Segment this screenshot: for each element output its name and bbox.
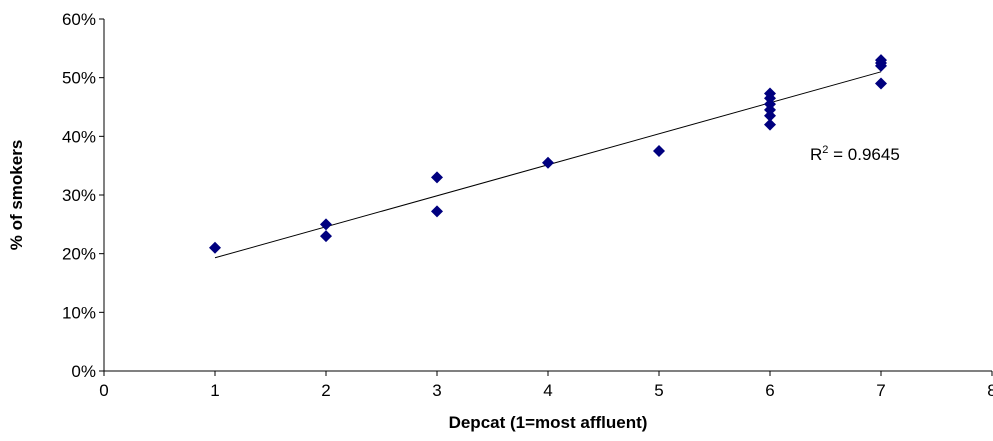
data-point [653, 145, 665, 157]
y-tick-label: 50% [62, 69, 96, 88]
data-point [875, 77, 887, 90]
x-tick-label: 3 [432, 381, 441, 400]
data-point [431, 171, 443, 184]
x-tick-label: 6 [765, 381, 774, 400]
y-tick-label: 30% [62, 186, 96, 205]
data-point [320, 230, 332, 243]
x-tick-label: 4 [543, 381, 552, 400]
y-tick-label: 60% [62, 10, 96, 29]
x-tick-label: 2 [321, 381, 330, 400]
x-tick-label: 1 [210, 381, 219, 400]
x-tick-label: 0 [99, 381, 108, 400]
data-point [542, 156, 554, 169]
y-tick-label: 0% [71, 362, 96, 381]
y-tick-label: 10% [62, 303, 96, 322]
data-point [431, 205, 443, 218]
r-squared-annotation: R2 = 0.9645 [810, 144, 900, 164]
y-axis-ticks: 0% 10% 20% 30% 40% 50% 60% [62, 10, 104, 381]
x-axis-ticks: 0 1 2 3 4 5 6 7 8 [99, 371, 993, 400]
x-tick-label: 7 [876, 381, 885, 400]
plot-frame [103, 19, 992, 372]
y-tick-label: 20% [62, 245, 96, 264]
data-point [764, 109, 776, 122]
x-tick-label: 5 [654, 381, 663, 400]
data-points [209, 54, 887, 254]
data-point [875, 59, 887, 72]
data-point [209, 241, 221, 254]
y-axis-title: % of smokers [7, 140, 26, 251]
x-tick-label: 8 [987, 381, 993, 400]
x-axis-title: Depcat (1=most affluent) [449, 413, 648, 432]
y-tick-label: 40% [62, 127, 96, 146]
data-point [320, 218, 332, 231]
data-point [764, 118, 776, 131]
